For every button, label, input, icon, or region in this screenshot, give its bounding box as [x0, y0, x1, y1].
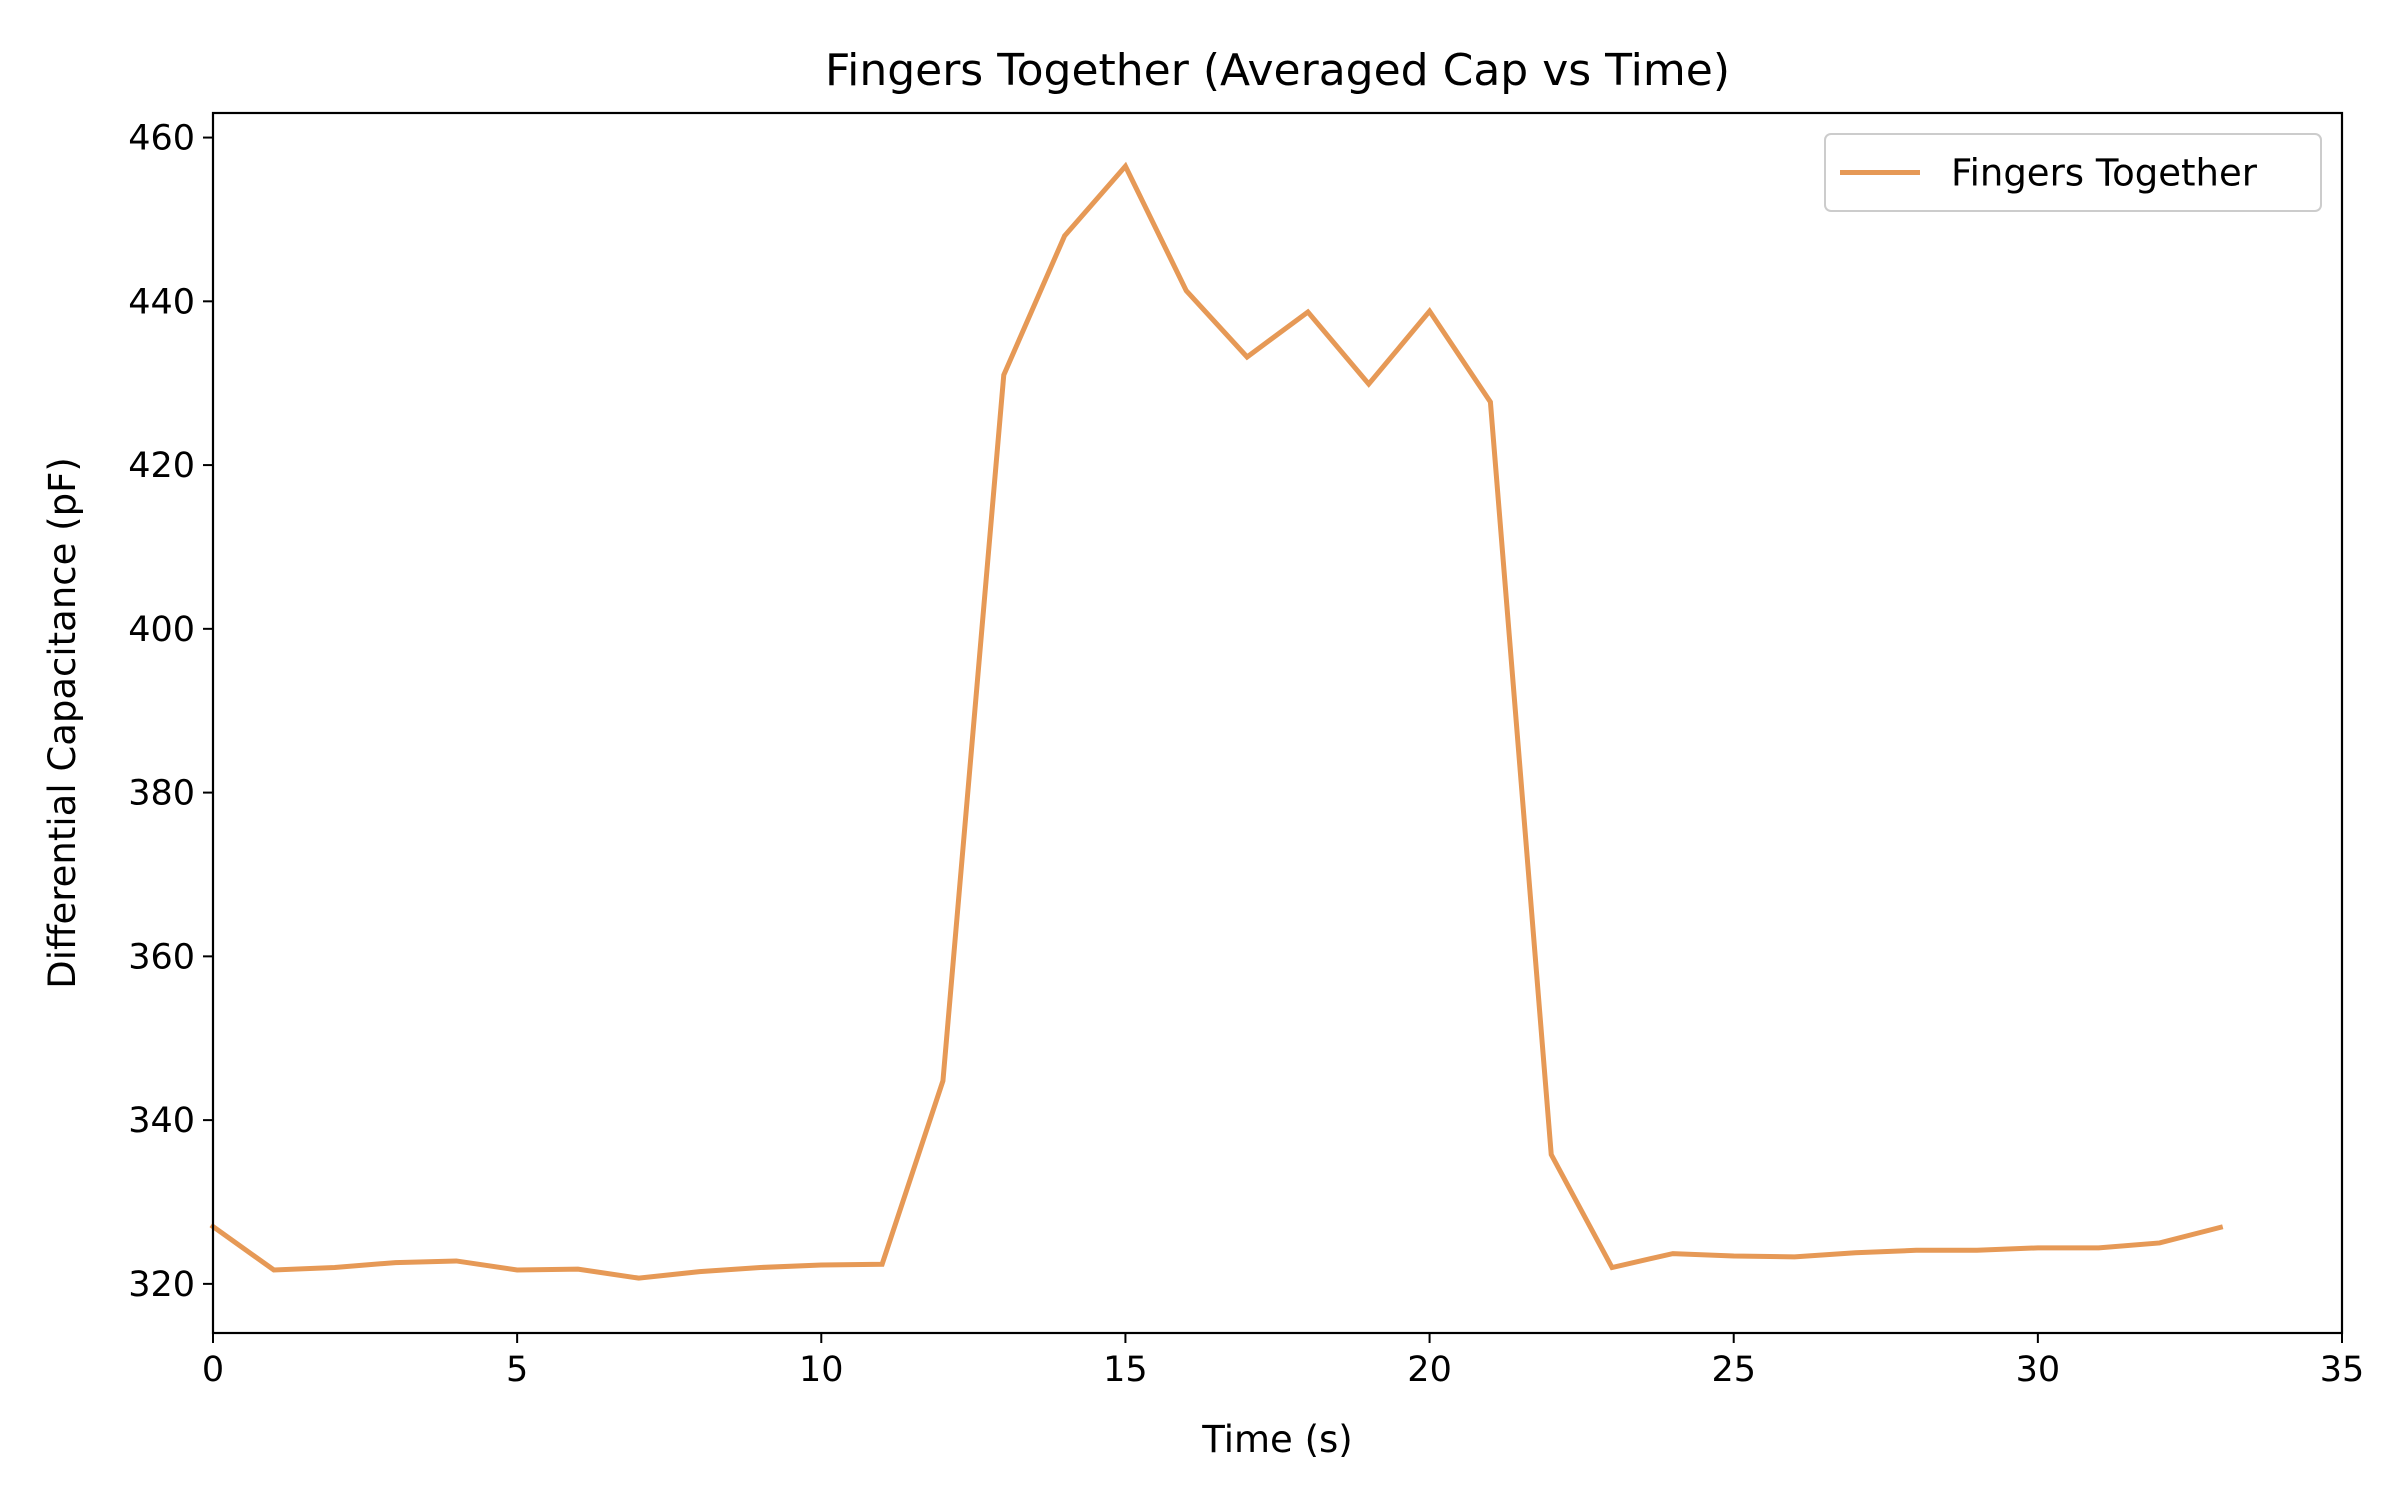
series-line: [209, 161, 2224, 1281]
x-tick-label: 0: [202, 1350, 224, 1390]
x-tick-label: 15: [1103, 1350, 1148, 1390]
y-tick-label: 440: [128, 282, 195, 322]
y-tick-label: 460: [128, 119, 195, 159]
x-axis-ticks: 0 5 10 15 20 25 30 35: [202, 1333, 2364, 1390]
x-tick-label: 20: [1407, 1350, 1452, 1390]
legend: Fingers Together: [1824, 133, 2322, 212]
x-axis-label: Time (s): [1201, 1418, 1352, 1461]
legend-box: [1824, 133, 2322, 212]
y-axis-ticks: 320 340 360 380 400 420 440 460: [128, 119, 213, 1305]
plot-frame: [211, 111, 2344, 1335]
y-tick-label: 400: [128, 610, 195, 650]
y-tick-label: 320: [128, 1265, 195, 1305]
legend-label: Fingers Together: [1951, 152, 2258, 195]
y-axis-label: Differential Capacitance (pF): [41, 457, 84, 989]
x-tick-label: 25: [1711, 1350, 1756, 1390]
x-tick-label: 30: [2016, 1350, 2061, 1390]
x-tick-label: 10: [799, 1350, 844, 1390]
series-layer: [209, 161, 2224, 1281]
x-tick-label: 35: [2320, 1350, 2365, 1390]
y-tick-label: 420: [128, 446, 195, 486]
y-tick-label: 340: [128, 1101, 195, 1141]
y-tick-label: 380: [128, 774, 195, 814]
y-tick-label: 360: [128, 937, 195, 977]
chart-title: Fingers Together (Averaged Cap vs Time): [825, 45, 1730, 96]
x-tick-label: 5: [506, 1350, 528, 1390]
